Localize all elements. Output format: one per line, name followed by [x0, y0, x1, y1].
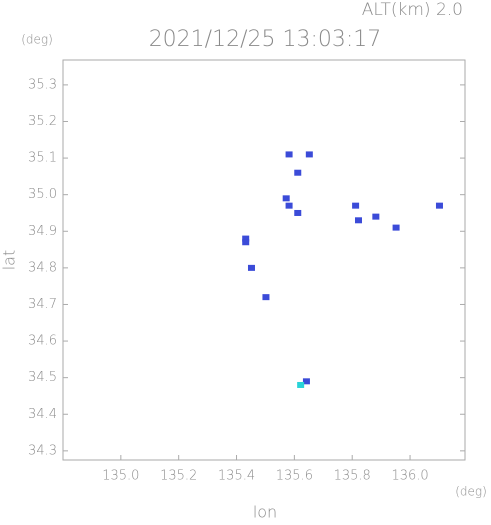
echo-point	[294, 169, 302, 176]
x-tick-label: 135.4	[218, 469, 255, 484]
chart-subtitle: ALT(km) 2.0	[362, 0, 463, 20]
echo-point	[294, 209, 302, 216]
echo-point	[392, 224, 400, 231]
y-tick-label: 35.1	[28, 151, 57, 166]
echo-point	[354, 217, 362, 224]
y-tick-label: 34.5	[28, 370, 57, 385]
y-tick-label: 35.2	[28, 114, 57, 129]
x-tick-label: 135.6	[276, 469, 313, 484]
echo-point	[372, 213, 380, 220]
echo-point	[285, 151, 293, 158]
y-tick-label: 34.9	[28, 224, 57, 239]
plot-frame	[62, 59, 466, 461]
echo-point	[247, 264, 255, 271]
x-tick-label: 135.2	[160, 469, 197, 484]
echo-point	[285, 202, 293, 209]
y-unit: (deg)	[21, 33, 53, 47]
echo-point	[352, 202, 360, 209]
y-tick-label: 34.4	[28, 407, 57, 422]
echo-point	[305, 151, 313, 158]
y-tick-label: 34.6	[28, 334, 57, 349]
x-tick-label: 136.0	[391, 469, 428, 484]
echo-point	[242, 235, 250, 242]
echo-point	[297, 381, 305, 388]
echo-point	[262, 294, 270, 301]
y-tick-label: 35.3	[28, 77, 57, 92]
echo-point	[242, 239, 250, 246]
x-tick-label: 135.0	[102, 469, 139, 484]
echo-point	[282, 195, 290, 202]
y-tick-label: 34.7	[28, 297, 57, 312]
x-tick-label: 135.8	[334, 469, 371, 484]
y-axis-label: lat	[0, 250, 19, 271]
chart-title: 2021/12/25 13:03:17	[149, 27, 382, 52]
x-unit: (deg)	[455, 485, 487, 499]
y-tick-label: 35.0	[28, 187, 57, 202]
echo-point	[302, 378, 310, 385]
echo-point	[435, 202, 443, 209]
y-tick-label: 34.8	[28, 260, 57, 275]
x-axis-label: lon	[253, 503, 277, 522]
y-tick-label: 34.3	[28, 443, 57, 458]
